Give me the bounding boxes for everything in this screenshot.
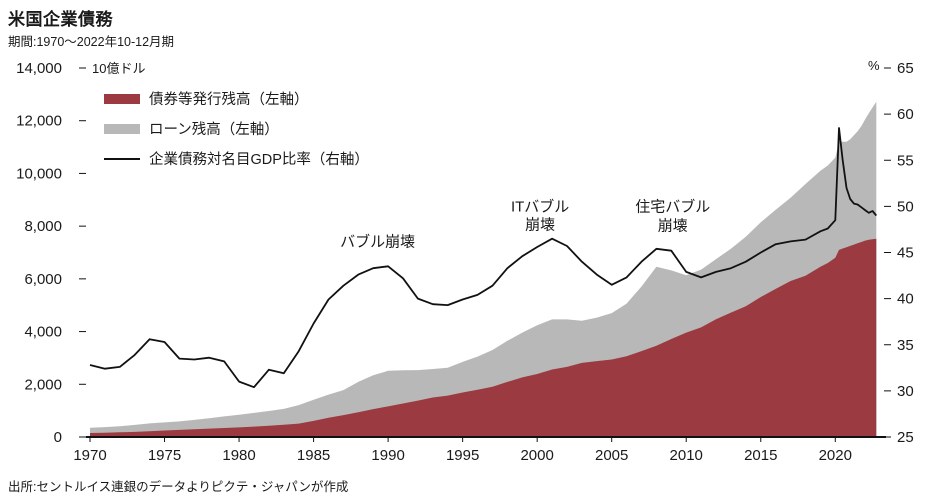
x-tick-label: 1985 (297, 447, 330, 464)
legend-area-swatch (104, 93, 140, 104)
annotation-label: 住宅バブル 崩壊 (635, 198, 711, 235)
left-axis-unit-label: 10億ドル (92, 61, 146, 76)
y-right-tick-label: 55 (897, 152, 914, 169)
y-left-tick-label: 10,000 (16, 165, 62, 182)
legend-label: 債券等発行残高（左軸） (149, 92, 309, 108)
area-series-0 (90, 238, 877, 437)
annotation-label: バブル崩壊 (340, 233, 416, 251)
x-tick-label: 1970 (73, 447, 106, 464)
y-left-tick-label: 14,000 (16, 60, 62, 77)
y-left-tick-label: 12,000 (16, 113, 62, 130)
y-left-tick-label: 8,000 (24, 218, 62, 235)
y-left-tick-label: 4,000 (24, 324, 62, 341)
source-note: 出所:セントルイス連銀のデータよりピクテ・ジャパンが作成 (8, 480, 349, 494)
right-axis-unit-label: % (868, 58, 880, 73)
legend-item: 債券等発行残高（左軸） (104, 88, 369, 109)
chart-title: 米国企業債務 (8, 10, 113, 29)
annotation-label: ITバブル 崩壊 (510, 197, 570, 234)
legend-label: 企業債務対名目GDP比率（右軸） (149, 152, 369, 168)
x-tick-label: 1990 (371, 447, 404, 464)
y-right-tick-label: 45 (897, 245, 914, 262)
chart-subtitle: 期間:1970〜2022年10-12月期 (8, 35, 175, 49)
x-tick-label: 1975 (148, 447, 181, 464)
x-tick-label: 2015 (744, 447, 777, 464)
legend-line-swatch (104, 157, 140, 160)
y-right-tick-label: 35 (897, 337, 914, 354)
y-left-tick-label: 6,000 (24, 271, 62, 288)
x-tick-label: 2020 (819, 447, 852, 464)
y-right-tick-label: 40 (897, 291, 914, 308)
x-tick-label: 1980 (222, 447, 255, 464)
legend-area-swatch (104, 123, 140, 134)
x-tick-label: 2000 (520, 447, 553, 464)
y-left-tick-label: 0 (54, 429, 62, 446)
y-right-tick-label: 65 (897, 60, 914, 77)
legend: 債券等発行残高（左軸） ローン残高（左軸） 企業債務対名目GDP比率（右軸） (104, 88, 369, 169)
gdp-ratio-line (89, 127, 877, 389)
legend-item: ローン残高（左軸） (104, 118, 369, 139)
x-tick-label: 2005 (595, 447, 628, 464)
x-tick-label: 2010 (670, 447, 703, 464)
y-left-tick-label: 2,000 (24, 376, 62, 393)
y-right-tick-label: 50 (897, 198, 914, 215)
y-right-tick-label: 30 (897, 383, 914, 400)
legend-label: ローン残高（左軸） (149, 122, 279, 138)
legend-item: 企業債務対名目GDP比率（右軸） (104, 148, 369, 169)
x-tick-label: 1995 (446, 447, 479, 464)
y-right-tick-label: 60 (897, 106, 914, 123)
y-right-tick-label: 25 (897, 429, 914, 446)
